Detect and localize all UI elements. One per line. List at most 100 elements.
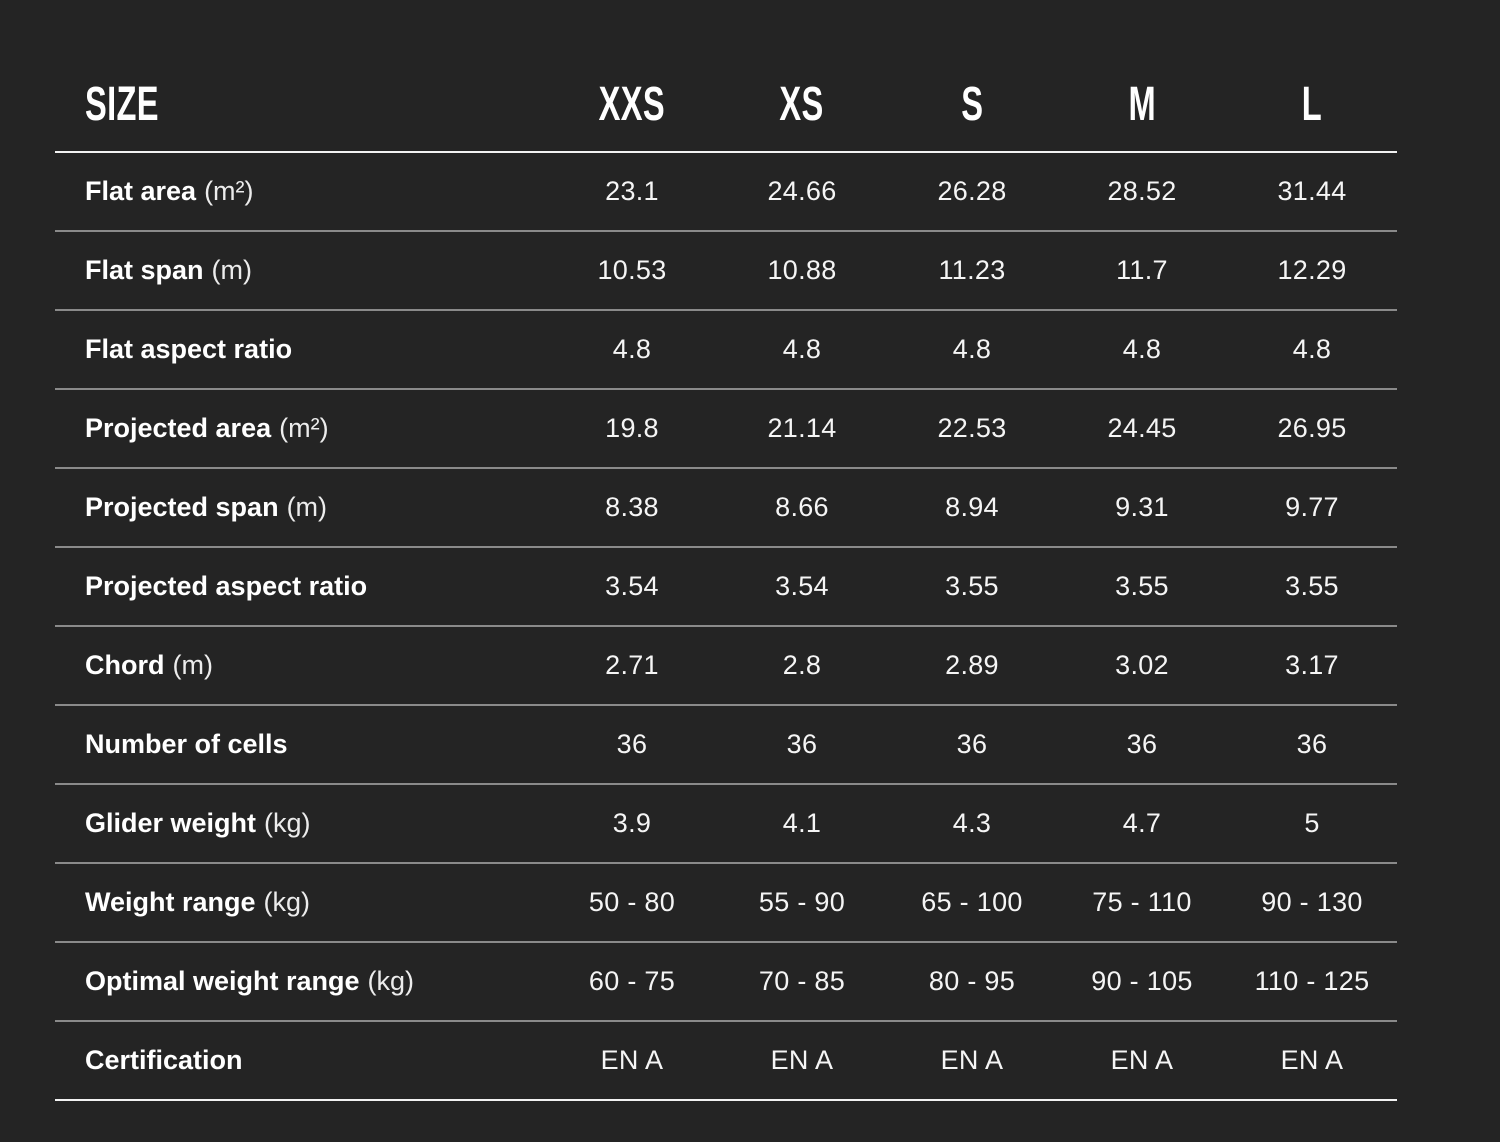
cell-value: 50 - 80 bbox=[588, 887, 676, 917]
cell-value: 3.9 bbox=[612, 808, 652, 838]
cell-value: 19.8 bbox=[605, 413, 659, 443]
column-header-xxs: XXS bbox=[547, 77, 717, 132]
row-unit: (kg) bbox=[264, 808, 311, 838]
row-label: Chord (m) bbox=[55, 650, 547, 681]
cell-value: 3.17 bbox=[1285, 650, 1339, 680]
cell-value: 8.94 bbox=[945, 492, 999, 522]
row-label: Number of cells bbox=[55, 729, 547, 760]
cell-value: 80 - 95 bbox=[928, 966, 1016, 996]
row-unit: (kg) bbox=[367, 966, 415, 996]
cell-value: EN A bbox=[1110, 1045, 1174, 1075]
cell-value: 3.55 bbox=[945, 571, 999, 601]
cell-value: 11.7 bbox=[1116, 255, 1168, 285]
table-header-row: SIZE XXS XS S M L bbox=[55, 57, 1397, 153]
cell-value: 8.38 bbox=[605, 492, 659, 522]
table-row-projected-area: Projected area (m²) 19.8 21.14 22.53 24.4… bbox=[55, 390, 1397, 469]
row-name: Flat area bbox=[85, 176, 197, 206]
table-row-flat-span: Flat span (m) 10.53 10.88 11.23 11.7 12.2… bbox=[55, 232, 1397, 311]
cell-value: 3.54 bbox=[605, 571, 659, 601]
row-unit: (m) bbox=[286, 492, 328, 522]
cell-value: 3.54 bbox=[775, 571, 829, 601]
cell-value: 65 - 100 bbox=[921, 887, 1023, 917]
cell-value: 4.1 bbox=[782, 808, 822, 838]
column-header-xxs-label: XXS bbox=[598, 77, 666, 131]
column-header-m: M bbox=[1057, 77, 1227, 132]
cell-value: 4.3 bbox=[952, 808, 992, 838]
row-label: Flat aspect ratio bbox=[55, 334, 547, 365]
row-label: Weight range (kg) bbox=[55, 887, 547, 918]
row-name: Projected aspect ratio bbox=[85, 571, 368, 601]
cell-value: 4.8 bbox=[1122, 334, 1162, 364]
table-row-flat-area: Flat area (m²) 23.1 24.66 26.28 28.52 31.… bbox=[55, 153, 1397, 232]
row-name: Certification bbox=[85, 1045, 243, 1075]
row-name: Glider weight bbox=[85, 808, 257, 838]
row-name: Optimal weight range bbox=[85, 966, 360, 996]
cell-value: 90 - 130 bbox=[1261, 887, 1363, 917]
cell-value: 36 bbox=[616, 729, 648, 759]
size-column-header-cell: SIZE bbox=[55, 77, 547, 132]
cell-value: 55 - 90 bbox=[758, 887, 846, 917]
row-unit: (kg) bbox=[263, 887, 311, 917]
row-unit: (m²) bbox=[279, 413, 329, 443]
row-name: Weight range bbox=[85, 887, 256, 917]
cell-value: 4.8 bbox=[952, 334, 992, 364]
cell-value: 9.77 bbox=[1285, 492, 1339, 522]
row-name: Projected span bbox=[85, 492, 279, 522]
cell-value: 21.14 bbox=[767, 413, 837, 443]
cell-value: 31.44 bbox=[1277, 176, 1347, 206]
cell-value: 5 bbox=[1304, 808, 1320, 838]
row-name: Number of cells bbox=[85, 729, 288, 759]
cell-value: 28.52 bbox=[1107, 176, 1177, 206]
row-name: Flat span bbox=[85, 255, 204, 285]
cell-value: 36 bbox=[1296, 729, 1328, 759]
table-row-projected-aspect-ratio: Projected aspect ratio 3.54 3.54 3.55 3.… bbox=[55, 548, 1397, 627]
row-label: Optimal weight range (kg) bbox=[55, 966, 547, 997]
column-header-m-label: M bbox=[1128, 77, 1156, 131]
cell-value: 3.55 bbox=[1115, 571, 1169, 601]
table-row-flat-aspect-ratio: Flat aspect ratio 4.8 4.8 4.8 4.8 4.8 bbox=[55, 311, 1397, 390]
row-unit: (m) bbox=[211, 255, 253, 285]
cell-value: 4.8 bbox=[612, 334, 652, 364]
cell-value: 22.53 bbox=[937, 413, 1007, 443]
row-name: Chord bbox=[85, 650, 165, 680]
table-row-weight-range: Weight range (kg) 50 - 80 55 - 90 65 - 10… bbox=[55, 864, 1397, 943]
cell-value: 110 - 125 bbox=[1254, 966, 1370, 996]
cell-value: 36 bbox=[956, 729, 988, 759]
cell-value: 4.8 bbox=[782, 334, 822, 364]
cell-value: EN A bbox=[1280, 1045, 1344, 1075]
table-row-certification: Certification EN A EN A EN A EN A EN A bbox=[55, 1022, 1397, 1101]
cell-value: 12.29 bbox=[1277, 255, 1347, 285]
row-label: Flat area (m²) bbox=[55, 176, 547, 207]
column-header-xs-label: XS bbox=[779, 77, 825, 131]
column-header-xs: XS bbox=[717, 77, 887, 132]
cell-value: 2.8 bbox=[782, 650, 822, 680]
cell-value: 24.45 bbox=[1107, 413, 1177, 443]
row-label: Flat span (m) bbox=[55, 255, 547, 286]
row-name: Flat aspect ratio bbox=[85, 334, 293, 364]
cell-value: 10.53 bbox=[597, 255, 667, 285]
cell-value: 2.89 bbox=[945, 650, 999, 680]
cell-value: 70 - 85 bbox=[758, 966, 846, 996]
row-label: Certification bbox=[55, 1045, 547, 1076]
column-header-s-label: S bbox=[960, 77, 984, 131]
cell-value: EN A bbox=[770, 1045, 834, 1075]
spec-table: SIZE XXS XS S M L Flat area (m²) 23.1 24.… bbox=[55, 57, 1397, 1101]
column-header-l-label: L bbox=[1301, 77, 1323, 131]
column-header-l: L bbox=[1227, 77, 1397, 132]
cell-value: 11.23 bbox=[938, 255, 1006, 285]
table-row-optimal-weight-range: Optimal weight range (kg) 60 - 75 70 - 85… bbox=[55, 943, 1397, 1022]
row-label: Projected aspect ratio bbox=[55, 571, 547, 602]
cell-value: 26.95 bbox=[1277, 413, 1347, 443]
row-unit: (m) bbox=[172, 650, 213, 680]
row-name: Projected area bbox=[85, 413, 272, 443]
cell-value: 24.66 bbox=[767, 176, 837, 206]
cell-value: 60 - 75 bbox=[588, 966, 676, 996]
cell-value: 36 bbox=[786, 729, 818, 759]
cell-value: 10.88 bbox=[767, 255, 837, 285]
cell-value: 26.28 bbox=[937, 176, 1007, 206]
cell-value: 90 - 105 bbox=[1091, 966, 1193, 996]
table-row-glider-weight: Glider weight (kg) 3.9 4.1 4.3 4.7 5 bbox=[55, 785, 1397, 864]
cell-value: 4.8 bbox=[1292, 334, 1332, 364]
cell-value: 23.1 bbox=[605, 176, 659, 206]
